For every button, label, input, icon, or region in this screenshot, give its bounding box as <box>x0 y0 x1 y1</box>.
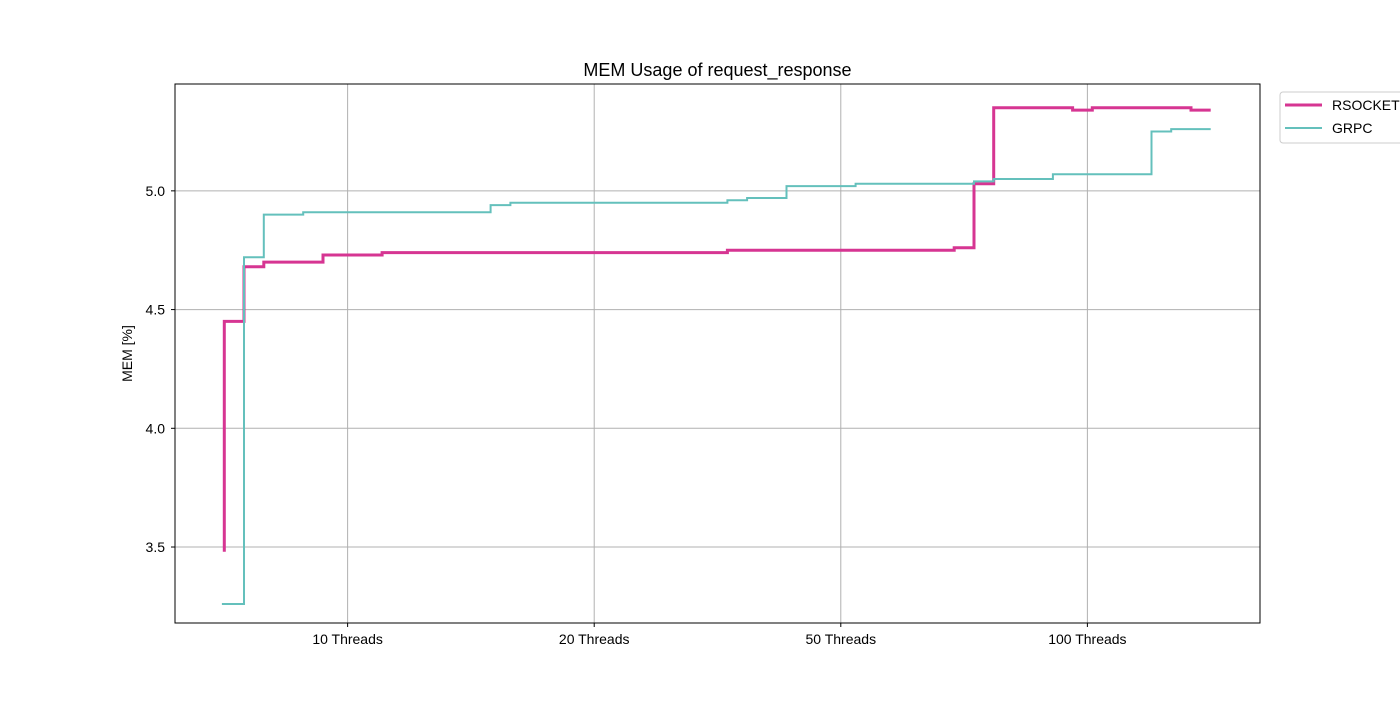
y-tick-label: 3.5 <box>146 539 166 555</box>
legend-label-grpc: GRPC <box>1332 120 1372 136</box>
x-tick-label: 10 Threads <box>312 631 383 647</box>
y-tick-label: 4.5 <box>146 302 166 318</box>
legend: RSOCKET GRPC <box>1279 91 1400 144</box>
y-tick-label: 5.0 <box>146 183 166 199</box>
grid <box>175 84 1260 623</box>
series-line-grpc <box>221 128 1211 605</box>
legend-label-rsocket: RSOCKET <box>1332 97 1400 113</box>
x-tick-label: 20 Threads <box>559 631 630 647</box>
series-line-rsocket <box>222 106 1211 552</box>
y-axis-label: MEM [%] <box>119 325 135 382</box>
chart-title: MEM Usage of request_response <box>583 60 851 81</box>
series-lines <box>221 106 1211 605</box>
axis-ticks: 3.5 4.0 4.5 5.0 10 Threads 20 Threads 50 Threa… <box>146 183 1127 647</box>
y-tick-label: 4.0 <box>146 420 166 436</box>
x-tick-label: 100 Threads <box>1048 631 1126 647</box>
plot-area-frame <box>174 83 1261 624</box>
x-tick-label: 50 Threads <box>806 631 877 647</box>
